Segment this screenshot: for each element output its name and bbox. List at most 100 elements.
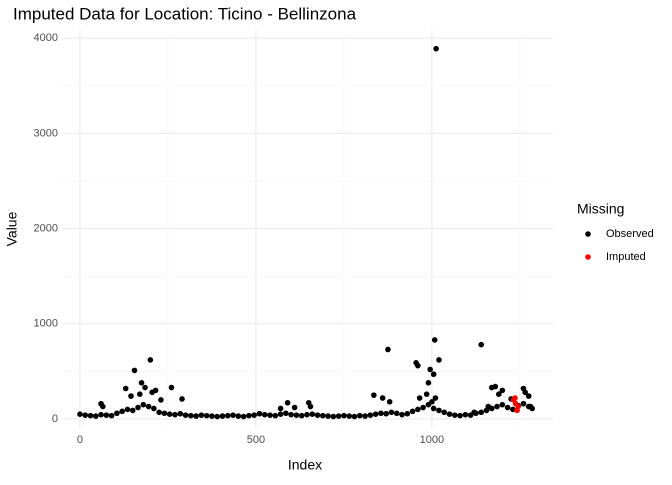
y-axis-title: Value (4, 211, 20, 246)
point (277, 411, 284, 417)
point (246, 412, 252, 419)
point (142, 384, 148, 391)
point (520, 400, 527, 407)
point (77, 411, 83, 417)
point (478, 341, 484, 348)
point (429, 399, 435, 405)
x-tick-label: 1000 (420, 434, 444, 446)
point (335, 413, 342, 419)
point (399, 411, 405, 418)
point (128, 393, 134, 399)
point (291, 404, 298, 411)
point (209, 413, 215, 419)
point (378, 410, 384, 417)
point (149, 389, 155, 396)
point (346, 413, 353, 419)
point (261, 411, 268, 418)
point (441, 409, 448, 416)
point (283, 410, 289, 417)
point (371, 392, 377, 398)
point (124, 406, 131, 413)
point (98, 411, 104, 418)
point (168, 384, 175, 391)
y-tick-label: 4000 (34, 32, 58, 44)
point (372, 411, 379, 417)
point (393, 410, 400, 417)
point (224, 412, 231, 419)
point (119, 408, 125, 415)
point (151, 405, 157, 412)
point (351, 413, 358, 420)
point (494, 403, 500, 410)
x-tick-label: 0 (77, 434, 83, 446)
point (446, 411, 453, 417)
point (431, 337, 438, 343)
point (198, 412, 205, 418)
point (325, 413, 331, 419)
point (415, 362, 421, 369)
point (320, 412, 326, 419)
point (379, 395, 386, 401)
point (341, 412, 347, 419)
point (495, 391, 502, 398)
point (383, 410, 389, 417)
point (423, 391, 430, 398)
point (488, 384, 495, 391)
point (416, 395, 423, 401)
point (267, 412, 273, 418)
point (471, 409, 477, 416)
point (203, 412, 210, 419)
point (138, 379, 145, 386)
point (478, 409, 484, 416)
point (356, 412, 363, 419)
point (140, 401, 147, 408)
point (145, 403, 152, 410)
point (499, 387, 506, 394)
point (92, 413, 99, 419)
legend-marker (585, 231, 591, 237)
point (525, 393, 532, 399)
point (100, 403, 106, 410)
legend-label: Observed (606, 228, 654, 240)
point (82, 412, 89, 418)
point (179, 396, 185, 402)
point (436, 407, 442, 414)
point (427, 366, 433, 373)
point (452, 412, 458, 418)
point (367, 412, 374, 418)
point (103, 412, 110, 418)
point (288, 411, 294, 418)
point (277, 405, 284, 412)
point (512, 395, 518, 401)
point (293, 412, 300, 418)
point (114, 410, 120, 417)
point (272, 412, 279, 419)
point (219, 413, 226, 419)
point (527, 403, 534, 410)
point (108, 412, 115, 419)
point (388, 409, 395, 416)
point (230, 412, 236, 418)
chart-title: Imputed Data for Location: Ticino - Bell… (13, 4, 357, 23)
point (172, 411, 178, 418)
point (188, 412, 194, 419)
point (522, 389, 528, 396)
point (510, 406, 516, 413)
point (314, 412, 321, 418)
point (430, 371, 437, 378)
point (214, 413, 221, 420)
y-tick-label: 1000 (34, 318, 58, 330)
point (386, 399, 393, 405)
legend-marker (585, 254, 591, 260)
point (499, 401, 506, 408)
x-axis-title: Index (288, 457, 322, 473)
point (415, 406, 421, 413)
point (136, 391, 143, 398)
point (420, 404, 426, 411)
point (385, 346, 391, 353)
point (409, 408, 416, 415)
point (235, 413, 242, 419)
point (309, 411, 316, 417)
point (425, 379, 432, 386)
